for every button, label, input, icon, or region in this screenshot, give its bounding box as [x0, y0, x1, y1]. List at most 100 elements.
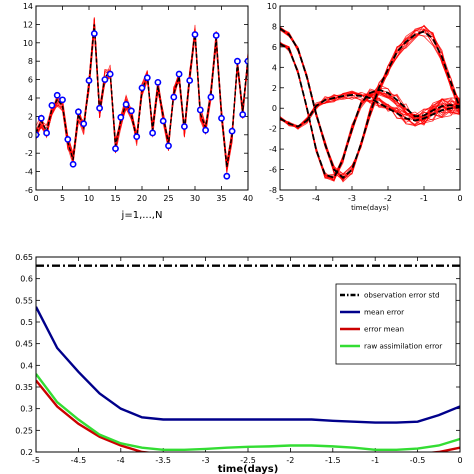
observation-point	[170, 93, 178, 101]
x-tick-label: 25	[163, 194, 173, 203]
observation-point	[202, 126, 209, 134]
y-tick-label: 0.25	[15, 426, 33, 435]
y-tick-label: 2	[272, 84, 277, 93]
observation-point	[233, 57, 241, 65]
plot-area	[36, 264, 460, 452]
y-tick-label: 0.6	[20, 275, 33, 284]
observation-point	[159, 117, 167, 125]
y-tick-label: 8	[272, 22, 277, 31]
observation-point	[59, 96, 66, 104]
ensemble-line	[280, 27, 460, 181]
x-tick-label: -1	[420, 194, 428, 203]
observation-point	[218, 114, 225, 122]
observation-point	[143, 74, 151, 82]
observation-point	[90, 30, 98, 37]
x-tick-label: -2.5	[240, 456, 256, 465]
truth-line	[280, 94, 460, 128]
y-tick-label: 10	[23, 39, 33, 48]
observation-point	[75, 108, 82, 116]
x-tick-label: -4	[312, 194, 320, 203]
x-axis-label: j=1,...,N	[121, 210, 163, 221]
x-tick-label: 20	[137, 194, 147, 203]
observation-point	[186, 77, 194, 84]
ensemble-line	[280, 27, 460, 181]
y-tick-label: 8	[28, 57, 33, 66]
y-tick-label: -6	[25, 186, 33, 195]
y-tick-label: -2	[269, 125, 277, 134]
x-tick-label: -1.5	[325, 456, 341, 465]
observation-point	[239, 111, 247, 118]
observation-point	[191, 31, 199, 38]
observation-point	[133, 133, 141, 141]
legend-box	[335, 283, 457, 365]
y-tick-label: 0.5	[20, 318, 33, 327]
legend-label: error mean	[364, 325, 404, 334]
x-tick-label: 15	[110, 194, 120, 203]
observation-point	[212, 32, 220, 39]
legend-label: observation error std	[364, 291, 440, 300]
x-tick-label: -2	[384, 194, 392, 203]
y-tick-label: 0	[272, 104, 277, 113]
x-tick-label: 0	[457, 456, 462, 465]
y-tick-label: -2	[25, 149, 33, 158]
observation-point	[122, 101, 130, 108]
observation-point	[69, 160, 77, 168]
x-tick-label: -0.5	[410, 456, 426, 465]
observation-point	[149, 129, 156, 137]
x-tick-label: -5	[276, 194, 284, 203]
y-tick-label: 0.3	[20, 405, 33, 414]
observation-point	[106, 70, 114, 78]
ensemble-line	[280, 25, 460, 175]
top-left-panel: 0 5 10 15 20 25 30 35 40 -6 -4 -2 0 2 4 6 8 10 12 14 j=1,...…	[23, 2, 253, 221]
y-tick-label: 0.45	[15, 340, 33, 349]
y-tick-label: 0.2	[20, 448, 33, 457]
series-line	[36, 379, 460, 452]
ensemble-line	[36, 31, 248, 170]
axes-frame	[279, 5, 461, 191]
y-tick-label: -4	[269, 145, 277, 154]
observation-point	[43, 129, 50, 137]
y-tick-label: 0.35	[15, 383, 33, 392]
series-line	[36, 306, 460, 424]
x-tick-label: -5	[32, 456, 40, 465]
x-axis-label: time(days)	[218, 464, 279, 474]
x-tick-label: 10	[84, 194, 94, 203]
y-tick-label: -4	[25, 168, 33, 177]
observation-point	[96, 104, 103, 112]
legend-label: raw assimilation error	[364, 342, 442, 351]
x-tick-label: 40	[243, 194, 253, 203]
axes-frame	[35, 256, 461, 453]
observation-point	[117, 113, 125, 121]
y-tick-label: 2	[28, 112, 33, 121]
observation-point	[154, 78, 162, 86]
x-tick-label: -1	[371, 456, 379, 465]
x-tick-label: -4.5	[71, 456, 87, 465]
x-tick-label: -4	[117, 456, 125, 465]
observation-point	[53, 91, 61, 99]
series-line	[36, 373, 460, 452]
ensemble-line	[280, 26, 460, 183]
x-tick-label: 0	[33, 194, 38, 203]
observation-point	[101, 76, 109, 83]
y-tick-label: 6	[272, 43, 277, 52]
observation-point	[48, 101, 56, 109]
x-tick-label: -2	[286, 456, 294, 465]
y-tick-label: 10	[267, 2, 277, 11]
observation-point	[112, 145, 119, 152]
legend: observation error std mean error error mea…	[335, 283, 457, 365]
x-tick-label: -3	[348, 194, 356, 203]
observation-point	[175, 70, 183, 78]
observation-point	[228, 127, 236, 135]
x-axis-label: time(days)	[351, 204, 389, 212]
x-tick-label: 0	[457, 194, 462, 203]
x-tick-label: -3	[202, 456, 210, 465]
y-tick-label: 14	[23, 2, 33, 11]
observation-point	[138, 84, 146, 92]
axes-frame	[35, 5, 249, 191]
x-tick-label: 30	[190, 194, 200, 203]
x-tick-label: 35	[216, 194, 226, 203]
y-tick-label: 0.65	[15, 253, 33, 262]
observation-point	[80, 120, 88, 128]
plot-area	[280, 24, 460, 183]
